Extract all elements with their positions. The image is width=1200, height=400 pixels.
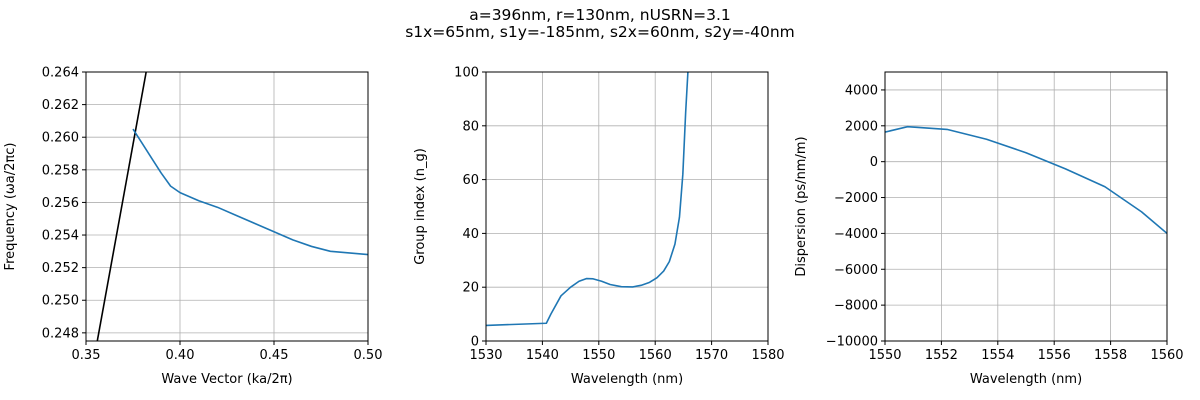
series-line-1 xyxy=(486,72,689,327)
x-tick-label: 0.40 xyxy=(166,348,195,363)
x-axis-label: Wavelength (nm) xyxy=(571,372,683,387)
chart-panel-3: 1550 1552 1554 1556 1558 1560 −10000 −8000 −6000… xyxy=(794,71,1184,387)
x-tick-label: 1550 xyxy=(868,348,901,363)
x-tick-label: 1560 xyxy=(639,348,672,363)
suptitle-line-2: s1x=65nm, s1y=-185nm, s2x=60nm, s2y=-40n… xyxy=(405,23,795,41)
axes-frame xyxy=(85,71,369,342)
x-tick-label: 0.35 xyxy=(72,348,101,363)
x-tick-label: 1530 xyxy=(469,348,502,363)
y-tick-label: 20 xyxy=(462,281,479,296)
y-tick-label: −4000 xyxy=(834,227,878,242)
x-tick-label: 1550 xyxy=(582,348,615,363)
series-line-1 xyxy=(885,125,1167,235)
y-axis-label: Frequency (ωa/2πc) xyxy=(3,143,18,271)
x-axis-label: Wavelength (nm) xyxy=(970,372,1082,387)
y-tick-label: 0.262 xyxy=(42,98,79,113)
y-tick-label: 0.264 xyxy=(42,66,79,81)
y-tick-label: −10000 xyxy=(826,335,878,350)
x-axis-label: Wave Vector (ka/2π) xyxy=(161,372,292,387)
y-tick-label: 80 xyxy=(462,119,479,134)
y-tick-label: 40 xyxy=(462,227,479,242)
y-tick-label: −2000 xyxy=(834,191,878,206)
y-tick-label: −6000 xyxy=(834,263,878,278)
chart-panel-1: 0.35 0.40 0.45 0.50 0.248 0.250 0.252 0.254 0.25… xyxy=(3,66,382,388)
y-tick-label: 0.260 xyxy=(42,131,79,146)
y-tick-label: 0.258 xyxy=(42,163,79,178)
suptitle-line-1: a=396nm, r=130nm, nUSRN=3.1 xyxy=(469,6,731,24)
y-tick-label: 0.256 xyxy=(42,196,79,211)
y-axis-label: Dispersion (ps/nm/m) xyxy=(794,136,809,276)
x-tick-label: 1554 xyxy=(981,348,1014,363)
y-tick-label: 0.248 xyxy=(42,326,79,341)
chart-panel-2: 1530 1540 1550 1560 1570 1580 0 20 40 60 80 100 Wave… xyxy=(413,66,785,388)
y-tick-label: 0 xyxy=(471,335,479,350)
x-tick-label: 1540 xyxy=(526,348,559,363)
x-tick-label: 0.50 xyxy=(354,348,383,363)
y-tick-label: 60 xyxy=(462,173,479,188)
axes-frame xyxy=(884,71,1168,342)
x-tick-label: 1558 xyxy=(1094,348,1127,363)
y-tick-label: 0.252 xyxy=(42,261,79,276)
y-tick-label: 0.250 xyxy=(42,294,79,309)
y-tick-label: 4000 xyxy=(845,83,878,98)
y-tick-label: 100 xyxy=(454,66,479,81)
series-line-1 xyxy=(96,72,147,341)
x-tick-label: 1560 xyxy=(1150,348,1183,363)
series-line-2 xyxy=(132,128,368,256)
x-tick-label: 1552 xyxy=(925,348,958,363)
x-tick-label: 1580 xyxy=(751,348,784,363)
y-tick-label: −8000 xyxy=(834,299,878,314)
y-tick-label: 0 xyxy=(870,155,878,170)
y-tick-label: 0.254 xyxy=(42,229,79,244)
x-tick-label: 0.45 xyxy=(260,348,289,363)
x-tick-label: 1556 xyxy=(1038,348,1071,363)
axes-frame xyxy=(485,71,769,342)
y-axis-label: Group index (n_g) xyxy=(413,148,428,265)
x-tick-label: 1570 xyxy=(695,348,728,363)
y-tick-label: 2000 xyxy=(845,119,878,134)
